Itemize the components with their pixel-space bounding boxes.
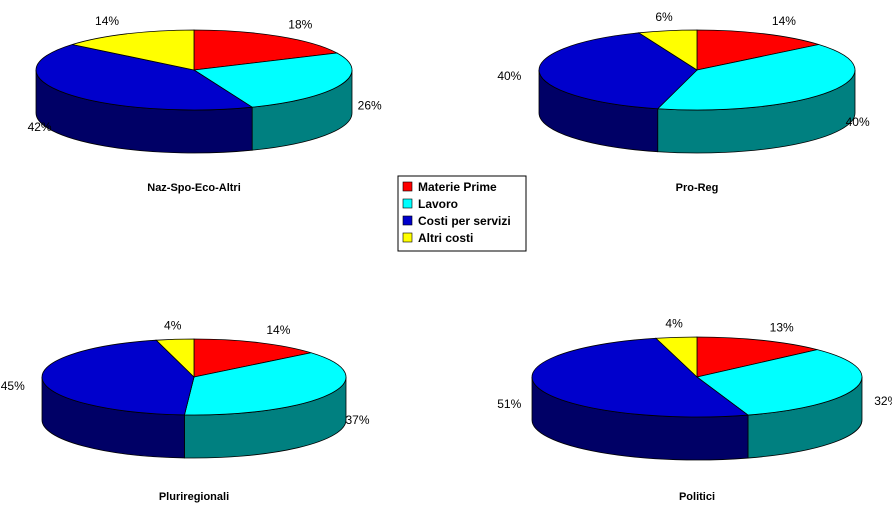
pie-slice-lavoro bbox=[656, 44, 856, 111]
pie-chart-naz-spo-eco-altri: 18% 26% 42% 14% Naz-Spo-Eco-Altri bbox=[28, 14, 382, 194]
data-label-altri-costi: 6% bbox=[655, 10, 673, 24]
pie-slice-altri-costi bbox=[155, 338, 195, 378]
legend-swatch-costi-per-servizi bbox=[402, 215, 413, 226]
pie-slice-costi-per-servizi bbox=[531, 337, 750, 418]
legend-swatch-altri-costi bbox=[402, 232, 413, 243]
data-label-costi-per-servizi: 42% bbox=[28, 120, 52, 134]
data-label-lavoro: 40% bbox=[846, 115, 870, 129]
pie-slice-lavoro bbox=[183, 352, 347, 416]
chart-title: Naz-Spo-Eco-Altri bbox=[147, 182, 241, 194]
legend-label-costi-per-servizi: Costi per servizi bbox=[418, 214, 511, 228]
data-label-materie-prime: 14% bbox=[772, 14, 796, 28]
pie-slice-costi-per-servizi bbox=[538, 32, 698, 110]
legend-item-altri-costi: Altri costi bbox=[402, 231, 473, 245]
data-label-costi-per-servizi: 51% bbox=[497, 397, 521, 411]
legend-item-lavoro: Lavoro bbox=[402, 197, 458, 211]
legend-label-lavoro: Lavoro bbox=[418, 197, 458, 211]
legend-label-altri-costi: Altri costi bbox=[418, 231, 473, 245]
data-label-lavoro: 37% bbox=[345, 413, 369, 427]
legend-item-materie-prime: Materie Prime bbox=[402, 180, 497, 194]
pie-chart-politici: 13% 32% 51% 4% Politici bbox=[497, 316, 892, 503]
pie-slice-altri-costi bbox=[637, 29, 698, 71]
data-label-materie-prime: 13% bbox=[770, 320, 794, 334]
pie-slice-lavoro bbox=[192, 52, 353, 108]
legend-item-costi-per-servizi: Costi per servizi bbox=[402, 214, 511, 228]
pie-slice-materie-prime bbox=[193, 338, 312, 378]
pie-slice-materie-prime bbox=[696, 29, 819, 71]
data-label-lavoro: 32% bbox=[874, 394, 892, 408]
data-label-lavoro: 26% bbox=[358, 99, 382, 113]
legend-swatch-materie-prime bbox=[402, 181, 413, 192]
data-label-altri-costi: 14% bbox=[95, 14, 119, 28]
pie-slice-altri-costi bbox=[72, 29, 195, 71]
data-label-altri-costi: 4% bbox=[665, 316, 683, 330]
pie-slice-costi-per-servizi bbox=[35, 44, 254, 111]
legend-frame bbox=[397, 175, 527, 252]
pie-slice-lavoro bbox=[696, 349, 863, 416]
data-label-materie-prime: 14% bbox=[266, 323, 290, 337]
pie-slice-materie-prime bbox=[696, 336, 818, 378]
pie-chart-pluriregionali: 14% 37% 45% 4% Pluriregionali bbox=[1, 318, 370, 503]
data-label-materie-prime: 18% bbox=[288, 17, 312, 31]
legend: Materie Prime Lavoro Costi per servizi A… bbox=[397, 175, 527, 252]
pie-slice-altri-costi bbox=[655, 336, 698, 378]
chart-title: Pluriregionali bbox=[159, 491, 229, 503]
data-label-costi-per-servizi: 40% bbox=[497, 69, 521, 83]
legend-label-materie-prime: Materie Prime bbox=[418, 180, 497, 194]
chart-title: Pro-Reg bbox=[676, 182, 719, 194]
data-label-costi-per-servizi: 45% bbox=[1, 379, 25, 393]
pie-chart-pro-reg: 14% 40% 40% 6% Pro-Reg bbox=[497, 10, 870, 194]
pie-slice-costi-per-servizi bbox=[41, 339, 195, 416]
legend-swatch-lavoro bbox=[402, 198, 413, 209]
pie-slice-materie-prime bbox=[193, 29, 339, 71]
chart-title: Politici bbox=[679, 491, 715, 503]
data-label-altri-costi: 4% bbox=[164, 318, 182, 332]
